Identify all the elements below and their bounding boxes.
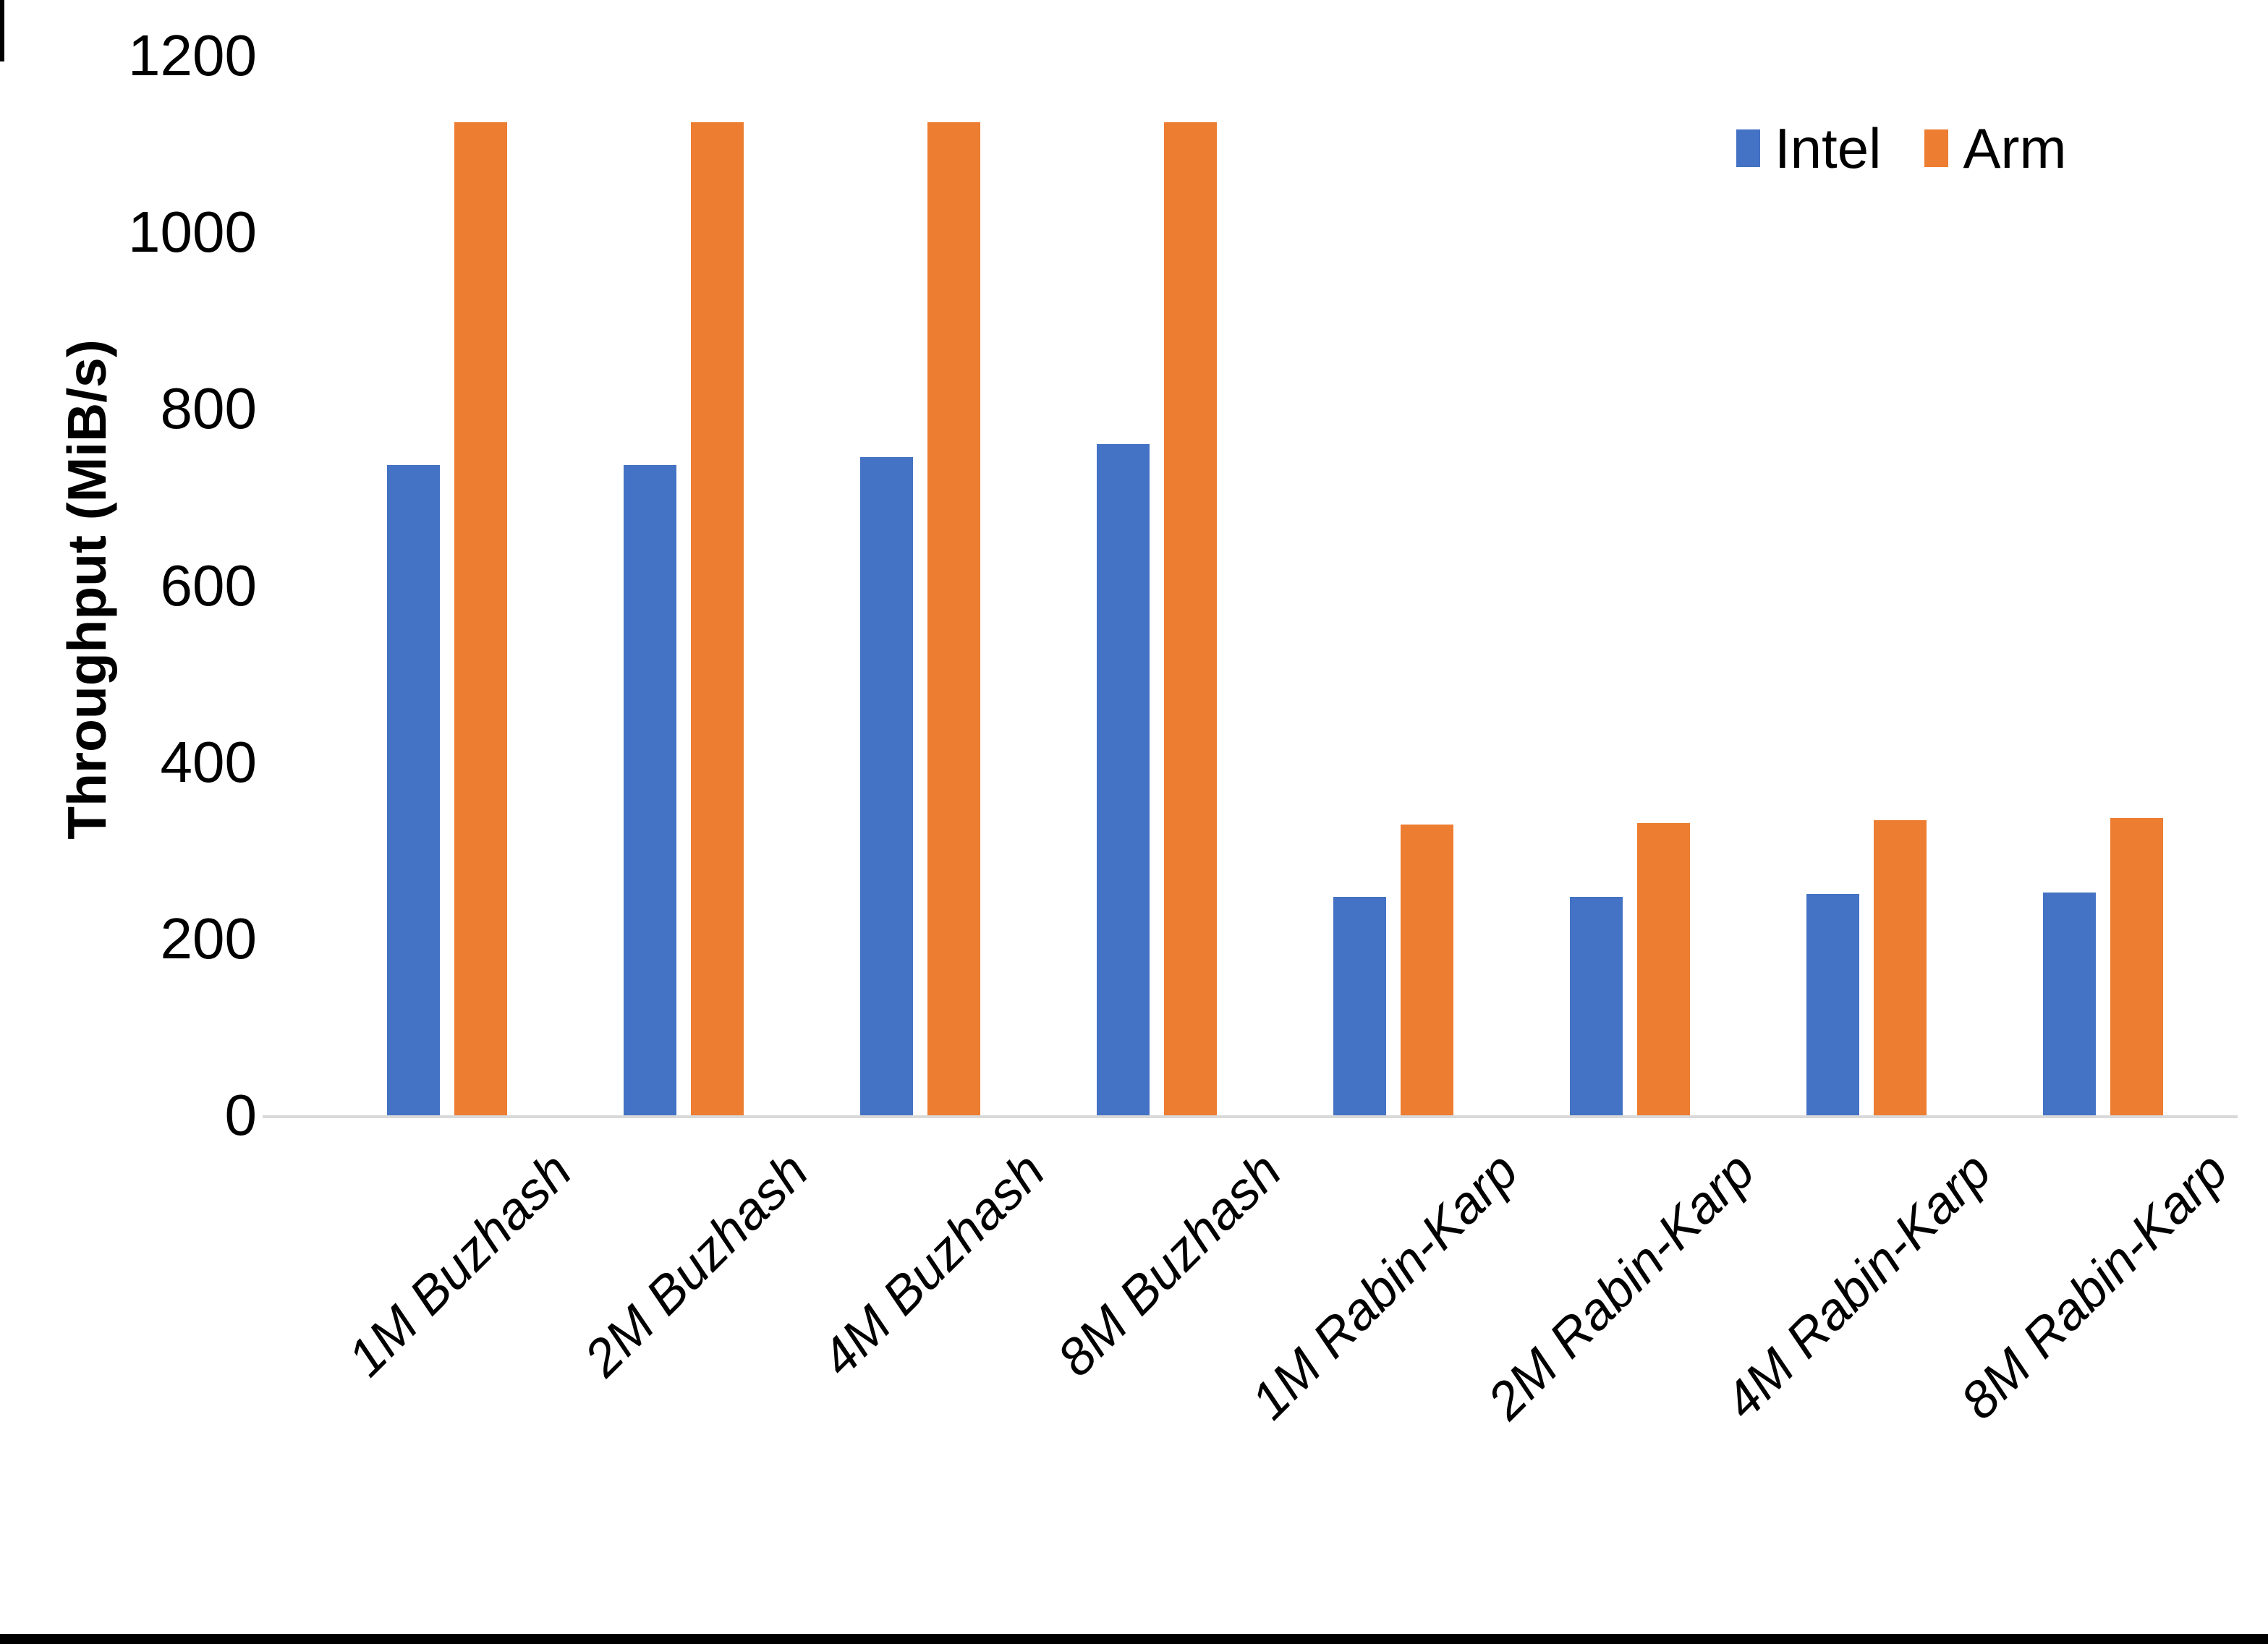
legend: Intel Arm: [1736, 119, 2066, 177]
legend-label-intel: Intel: [1775, 116, 1882, 180]
window-bottom-border: [0, 1634, 2268, 1644]
y-tick-label: 200: [160, 906, 257, 971]
y-tick-label: 0: [224, 1083, 258, 1147]
y-tick-label: 800: [160, 376, 257, 441]
y-tick-label: 1000: [128, 200, 257, 265]
bar-arm-4m-rabin-karp: [1874, 820, 1927, 1115]
y-tick-label: 600: [160, 553, 257, 618]
y-tick-label: 1200: [128, 23, 257, 88]
bar-arm-2m-buzhash: [691, 122, 744, 1115]
bar-intel-4m-rabin-karp: [1806, 893, 1859, 1115]
bar-intel-2m-rabin-karp: [1570, 897, 1623, 1115]
bar-intel-2m-buzhash: [624, 465, 676, 1115]
bar-intel-1m-rabin-karp: [1333, 897, 1386, 1115]
intel-legend-swatch: [1736, 129, 1760, 167]
bar-intel-4m-buzhash: [860, 457, 913, 1115]
legend-label-arm: Arm: [1963, 116, 2067, 180]
x-axis-line: [263, 1115, 2238, 1118]
y-tick-label: 400: [160, 729, 257, 794]
bar-arm-4m-buzhash: [927, 122, 980, 1115]
arm-legend-swatch: [1924, 129, 1949, 167]
bar-arm-8m-rabin-karp: [2110, 817, 2163, 1115]
bar-arm-8m-buzhash: [1164, 122, 1217, 1115]
bar-intel-8m-rabin-karp: [2043, 893, 2096, 1115]
bar-intel-8m-buzhash: [1097, 444, 1150, 1115]
bar-intel-1m-buzhash: [387, 465, 440, 1115]
bar-arm-1m-buzhash: [454, 122, 507, 1115]
legend-item-intel: Intel: [1736, 119, 1881, 177]
screenshot-edge-artifact: [0, 0, 4, 61]
legend-item-arm: Arm: [1924, 119, 2066, 177]
bar-arm-2m-rabin-karp: [1637, 822, 1690, 1115]
bar-arm-1m-rabin-karp: [1401, 825, 1453, 1115]
